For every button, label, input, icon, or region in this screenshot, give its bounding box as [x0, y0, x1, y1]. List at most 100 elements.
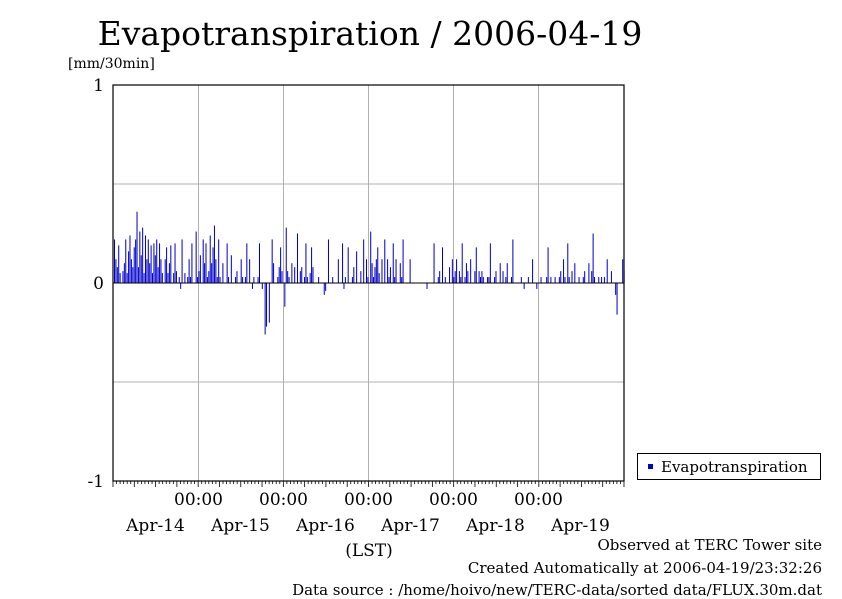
data-bar [244, 277, 246, 283]
data-bar [481, 271, 483, 283]
data-bar [211, 263, 213, 283]
data-bar [143, 273, 145, 283]
data-bar [206, 277, 208, 283]
data-bar [180, 283, 182, 289]
data-bar [181, 239, 183, 283]
data-bar [487, 277, 489, 283]
data-bar [178, 277, 180, 283]
data-bar [373, 277, 375, 283]
data-bar [365, 259, 367, 283]
data-bar [160, 259, 162, 283]
data-bar [266, 283, 268, 327]
data-bar [122, 271, 124, 283]
data-bar [558, 277, 560, 283]
data-bar [174, 243, 176, 283]
data-bar [499, 263, 501, 283]
data-bar [235, 277, 237, 283]
data-bar [213, 225, 215, 283]
data-bar [399, 263, 401, 283]
data-bar [375, 259, 377, 283]
data-bar [301, 267, 303, 283]
data-bar [154, 255, 156, 283]
data-bar [123, 263, 125, 283]
data-bar [144, 235, 146, 283]
data-bar [395, 259, 397, 283]
data-bar [474, 271, 476, 283]
data-bar [187, 277, 189, 283]
data-bar [157, 267, 159, 283]
footer-created: Created Automatically at 2006-04-19/23:3… [467, 559, 822, 577]
data-bar [130, 259, 132, 283]
data-bar [327, 239, 329, 283]
data-bar [116, 267, 118, 283]
data-bar [209, 235, 211, 283]
data-bar [166, 247, 168, 283]
x-tick-date-label: Apr-16 [295, 516, 355, 536]
data-bar [305, 243, 307, 283]
data-bar [478, 271, 480, 283]
data-bar [188, 259, 190, 283]
data-bar [199, 255, 201, 283]
data-bar [226, 243, 228, 283]
data-bar [159, 243, 161, 283]
data-bar [571, 271, 573, 283]
data-bar [584, 271, 586, 283]
data-bar [337, 259, 339, 283]
data-bar [610, 271, 612, 283]
data-bar [488, 277, 490, 283]
x-tick-date-label: Apr-14 [125, 516, 185, 536]
footer-site: Observed at TERC Tower site [597, 536, 822, 554]
data-bar [204, 263, 206, 283]
data-bar [353, 267, 355, 283]
data-bar [554, 277, 556, 283]
data-bar [512, 239, 514, 283]
data-bar [371, 263, 373, 283]
data-bar [582, 277, 584, 283]
data-bar [394, 277, 396, 283]
data-bar [257, 277, 259, 283]
data-bar [126, 273, 128, 283]
data-bar [280, 247, 282, 283]
data-bar [367, 277, 369, 283]
data-bar [437, 277, 439, 283]
data-bar [594, 277, 596, 283]
data-bar [480, 277, 482, 283]
data-bar [601, 277, 603, 283]
data-bar [190, 277, 192, 283]
data-bar [197, 277, 199, 283]
y-tick-label: -1 [87, 472, 104, 492]
data-bar [118, 245, 120, 283]
data-bar [288, 277, 290, 283]
data-bar [392, 243, 394, 283]
data-bar [297, 233, 299, 283]
data-bar [378, 273, 380, 283]
data-bar [527, 277, 529, 283]
data-bar [588, 263, 590, 283]
x-axis-label: (LST) [345, 541, 393, 561]
data-bar [246, 243, 248, 283]
data-bar [202, 239, 204, 283]
x-tick-time-label: 00:00 [429, 490, 478, 510]
data-bar [426, 283, 428, 289]
data-bar [323, 283, 325, 295]
data-bar [563, 259, 565, 283]
data-bar [506, 263, 508, 283]
legend-swatch [648, 464, 653, 469]
data-bar [152, 273, 154, 283]
data-bar [592, 233, 594, 283]
data-bar [212, 247, 214, 283]
data-bar [253, 277, 255, 283]
data-bar [284, 283, 286, 307]
data-bar [363, 239, 365, 283]
x-tick-time-label: 00:00 [259, 490, 308, 510]
data-bar [242, 277, 244, 283]
data-bar [268, 283, 270, 323]
data-bar [574, 263, 576, 283]
data-bar [129, 235, 131, 283]
data-bar [510, 277, 512, 283]
data-bar [184, 273, 186, 283]
x-tick-date-label: Apr-18 [465, 516, 525, 536]
legend-box: Evapotranspiration [637, 453, 821, 480]
data-bar [136, 211, 138, 283]
data-bar [409, 259, 411, 283]
